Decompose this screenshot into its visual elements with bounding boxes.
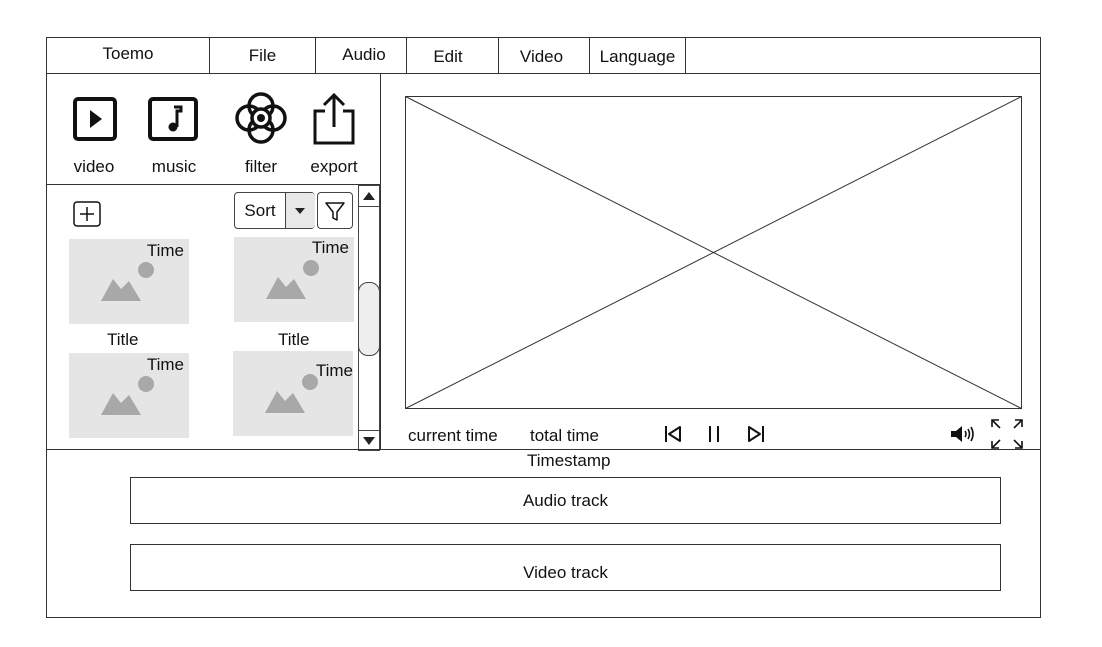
fullscreen-icon[interactable] bbox=[990, 418, 1024, 450]
menu-separator bbox=[209, 38, 210, 73]
tool-export-label: export bbox=[310, 157, 358, 176]
music-note-icon bbox=[148, 97, 198, 141]
tool-export-button[interactable]: export bbox=[298, 88, 370, 180]
flower-filter-icon bbox=[235, 92, 287, 144]
media-time: Time bbox=[146, 241, 184, 260]
skip-back-icon[interactable] bbox=[664, 425, 684, 443]
scroll-thumb[interactable] bbox=[358, 282, 380, 356]
menu-audio[interactable]: Audio bbox=[342, 44, 386, 64]
video-preview[interactable] bbox=[405, 96, 1023, 410]
left-panel-divider bbox=[380, 73, 381, 449]
image-placeholder-icon bbox=[266, 260, 319, 299]
filter-button[interactable] bbox=[317, 192, 353, 229]
menu-file[interactable]: File bbox=[248, 45, 277, 65]
sort-dropdown[interactable]: Sort bbox=[234, 192, 315, 229]
tool-music-button[interactable]: music bbox=[138, 88, 210, 180]
menu-divider bbox=[46, 73, 1041, 74]
tool-music-label: music bbox=[151, 157, 197, 176]
media-time: Time bbox=[311, 238, 349, 257]
image-placeholder-icon bbox=[101, 262, 154, 301]
audio-track[interactable]: Audio track bbox=[130, 477, 1001, 524]
timestamp-label: Timestamp bbox=[527, 451, 611, 470]
video-track[interactable]: Video track bbox=[130, 544, 1001, 591]
plus-icon bbox=[73, 201, 101, 227]
media-thumbnail[interactable]: Time bbox=[69, 353, 189, 438]
media-thumbnail[interactable]: Time bbox=[234, 237, 354, 322]
app-window bbox=[46, 37, 1041, 618]
tool-video-button[interactable]: video bbox=[58, 88, 130, 180]
share-export-icon bbox=[313, 92, 355, 145]
menu-separator bbox=[589, 38, 590, 73]
tool-filter-button[interactable]: filter bbox=[225, 88, 297, 180]
media-time: Time bbox=[315, 361, 353, 380]
media-title: Title bbox=[278, 330, 310, 349]
menu-separator bbox=[406, 38, 407, 73]
play-square-icon bbox=[73, 97, 117, 141]
toolbar-divider bbox=[46, 184, 380, 185]
tool-filter-label: filter bbox=[244, 157, 278, 176]
menu-separator bbox=[685, 38, 686, 73]
sort-arrow bbox=[285, 193, 315, 228]
timeline-divider bbox=[46, 449, 1041, 450]
pause-icon[interactable] bbox=[706, 425, 722, 443]
sort-label: Sort bbox=[244, 200, 276, 220]
chevron-down-icon bbox=[295, 208, 305, 214]
add-media-button[interactable] bbox=[73, 201, 101, 227]
menu-separator bbox=[315, 38, 316, 73]
scroll-down-icon[interactable] bbox=[359, 430, 379, 451]
total-time-label: total time bbox=[530, 426, 599, 445]
menu-video[interactable]: Video bbox=[519, 46, 564, 66]
funnel-icon bbox=[325, 202, 345, 221]
image-placeholder-icon bbox=[265, 374, 318, 413]
menu-edit[interactable]: Edit bbox=[433, 46, 463, 66]
volume-icon[interactable] bbox=[950, 424, 978, 444]
scroll-up-icon[interactable] bbox=[359, 186, 379, 207]
current-time-label: current time bbox=[408, 426, 498, 445]
skip-forward-icon[interactable] bbox=[746, 425, 766, 443]
menu-app-name[interactable]: Toemo bbox=[102, 43, 154, 63]
menu-language[interactable]: Language bbox=[599, 46, 676, 66]
image-placeholder-icon bbox=[101, 376, 154, 415]
media-title: Title bbox=[107, 330, 139, 349]
media-thumbnail[interactable]: Time bbox=[69, 239, 189, 324]
tool-video-label: video bbox=[73, 157, 115, 176]
library-scrollbar[interactable] bbox=[358, 185, 380, 451]
menu-separator bbox=[498, 38, 499, 73]
media-thumbnail[interactable]: Time bbox=[233, 351, 353, 436]
media-time: Time bbox=[146, 355, 184, 374]
